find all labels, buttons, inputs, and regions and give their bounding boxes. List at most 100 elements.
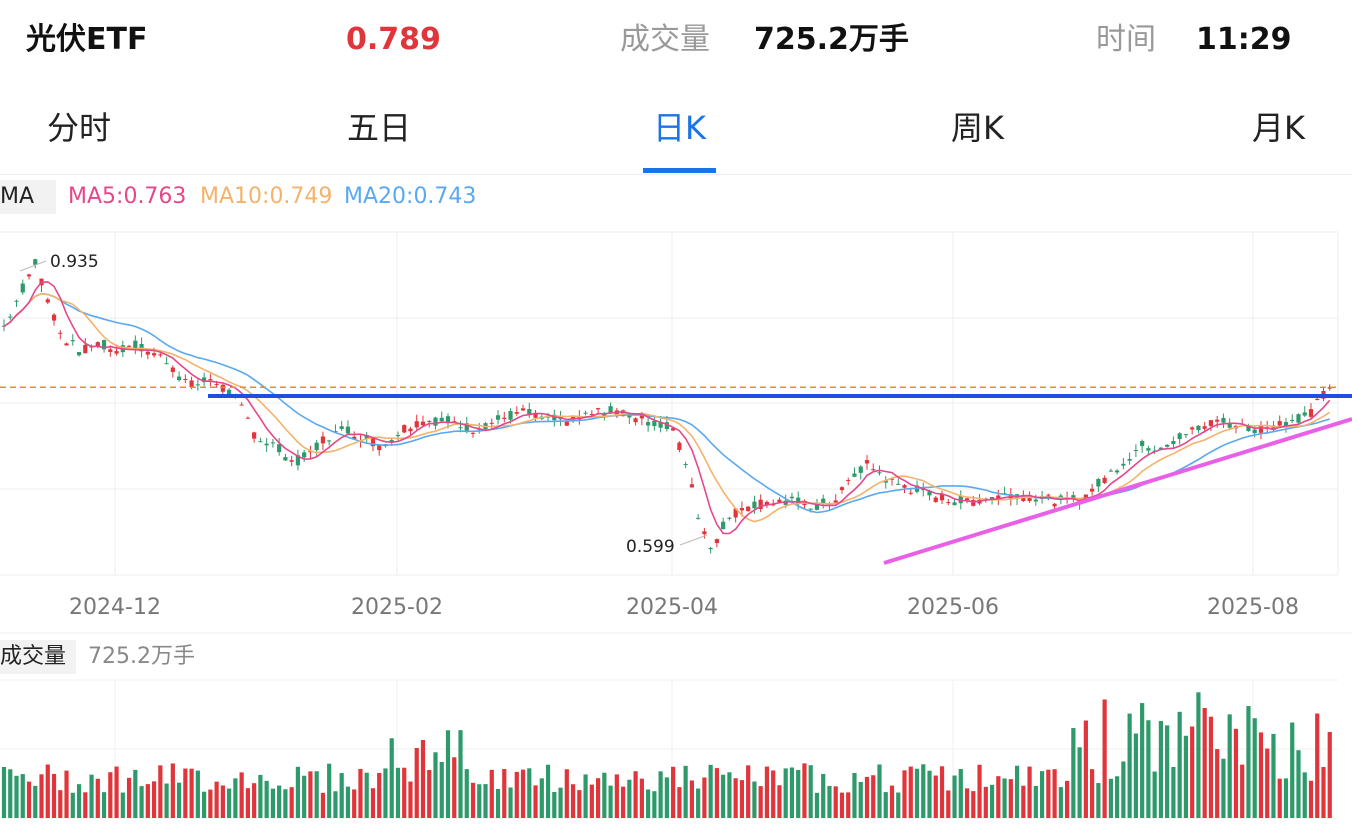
volume-bar — [864, 776, 870, 818]
candle-body — [427, 420, 432, 422]
volume-bar — [914, 768, 920, 818]
volume-bar — [514, 771, 519, 818]
candle-body — [76, 352, 82, 356]
volume-bar — [427, 769, 432, 818]
candle-body — [1183, 434, 1189, 436]
candle-body — [1140, 441, 1145, 447]
tab-weekly-k[interactable]: 周K — [951, 109, 1004, 147]
candle-body — [1177, 433, 1182, 440]
tab-daily-k[interactable]: 日K — [653, 109, 706, 147]
volume-bar — [352, 789, 357, 818]
candle-body — [677, 442, 682, 450]
candle-body — [495, 415, 501, 420]
volume-bar — [1033, 785, 1038, 818]
volume-bar — [939, 766, 945, 818]
volume-bar — [652, 791, 657, 818]
candle-body — [671, 428, 676, 431]
candle-body — [1308, 409, 1314, 417]
volume-bar — [564, 769, 569, 818]
volume-bar — [558, 787, 563, 818]
volume-bar — [1021, 785, 1026, 818]
volume-bar — [552, 791, 557, 818]
volume-bar — [133, 769, 138, 818]
volume-bar — [395, 767, 401, 818]
x-tick-label: 2025-04 — [626, 595, 718, 620]
volume-bar — [1240, 764, 1245, 818]
tab-five-day[interactable]: 五日 — [347, 109, 412, 147]
volume-bar — [1052, 769, 1057, 818]
ma-indicator-tag[interactable]: MA — [0, 180, 56, 214]
volume-bar — [183, 768, 188, 818]
volume-bar — [1302, 772, 1307, 818]
volume-bar — [1077, 747, 1082, 818]
volume-bar — [64, 770, 69, 818]
candle-body — [564, 421, 569, 426]
candle-body — [658, 422, 663, 428]
candle-body — [270, 442, 276, 444]
volume-bar — [1127, 713, 1132, 818]
candle-body — [295, 455, 301, 466]
candle-body — [414, 421, 419, 428]
tab-intraday[interactable]: 分时 — [47, 109, 112, 147]
candle-body — [402, 425, 407, 433]
volume-bar — [1258, 732, 1264, 818]
candle-body — [1202, 426, 1207, 429]
volume-bar — [696, 788, 701, 818]
volume-bar — [933, 775, 938, 818]
volume-bar — [902, 770, 907, 818]
volume-bar — [420, 740, 426, 818]
volume-bar — [1265, 748, 1270, 818]
candle-body — [858, 466, 863, 473]
candle-body — [1283, 422, 1289, 427]
tab-monthly-k[interactable]: 月K — [1252, 109, 1305, 147]
x-tick-label: 2024-12 — [69, 595, 161, 620]
candle-body — [189, 380, 194, 388]
candle-body — [958, 495, 963, 504]
volume-bar — [270, 788, 276, 818]
volume-bar — [758, 786, 763, 818]
volume-bar — [277, 785, 282, 818]
volume-bar — [1133, 733, 1138, 818]
candle-body — [214, 384, 219, 386]
volume-bar — [1140, 703, 1145, 818]
last-price: 0.789 — [346, 22, 441, 57]
volume-bar — [977, 764, 982, 818]
candle-body — [1108, 470, 1113, 472]
candle-body — [796, 497, 801, 505]
candle-body — [252, 432, 257, 439]
volume-bar — [114, 766, 119, 818]
candle-body — [583, 412, 588, 414]
candle-body — [1071, 495, 1076, 500]
volume-bar — [1115, 776, 1120, 818]
x-tick-label: 2025-02 — [351, 595, 443, 620]
volume-bar — [158, 765, 163, 818]
candle-body — [689, 484, 694, 488]
volume-bar — [1090, 769, 1095, 818]
high-annotation: 0.935 — [50, 252, 99, 272]
candle-body — [45, 299, 50, 303]
candle-body — [1208, 420, 1214, 426]
candle-body — [133, 340, 138, 351]
candle-body — [602, 413, 607, 417]
candle-body — [83, 344, 88, 354]
volume-bar — [583, 774, 588, 818]
volume-indicator-tag[interactable]: 成交量 — [0, 640, 76, 674]
volume-bar — [808, 765, 813, 818]
candle-body — [327, 440, 332, 442]
candle-body — [433, 417, 438, 426]
ma20-value: MA20:0.743 — [344, 184, 477, 209]
candle-body — [821, 498, 826, 504]
active-tab-indicator — [643, 168, 716, 173]
volume-bar — [95, 778, 100, 818]
volume-bar — [383, 768, 388, 818]
ma5-line — [3, 281, 1331, 535]
volume-bar — [664, 777, 669, 818]
candle-body — [302, 452, 307, 458]
candle-body — [933, 497, 938, 502]
volume-bar — [1308, 780, 1314, 818]
candle-body — [758, 499, 763, 509]
candle-body — [258, 441, 263, 443]
candle-body — [283, 457, 288, 461]
candle-body — [1252, 429, 1257, 434]
